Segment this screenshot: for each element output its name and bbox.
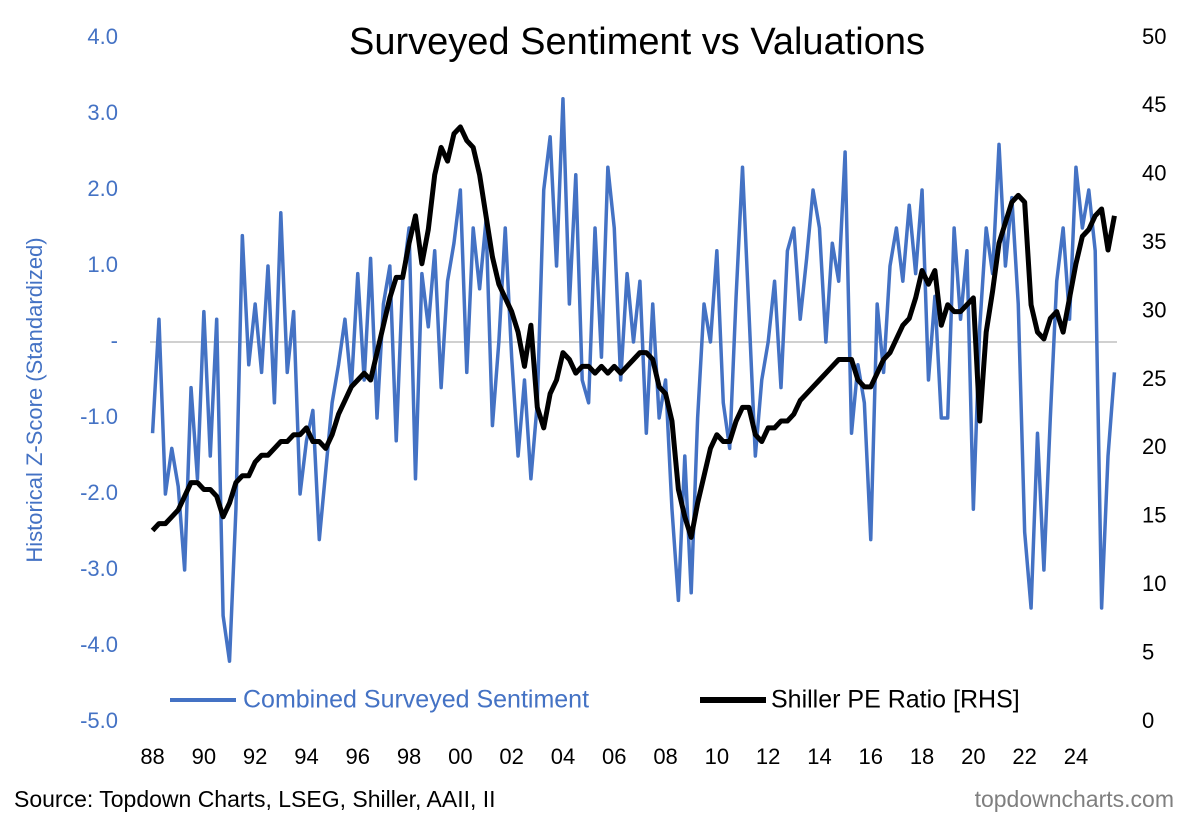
y-tick-label: -2.0 (80, 480, 118, 505)
x-tick-label: 92 (243, 744, 267, 769)
x-tick-label: 16 (859, 744, 883, 769)
x-tick-label: 18 (910, 744, 934, 769)
y2-tick-label: 5 (1142, 639, 1154, 664)
x-tick-label: 90 (192, 744, 216, 769)
y2-tick-label: 45 (1142, 92, 1166, 117)
legend-label: Shiller PE Ratio [RHS] (771, 686, 1020, 714)
x-tick-label: 06 (602, 744, 626, 769)
y2-tick-label: 0 (1142, 708, 1154, 733)
y-tick-label: 4.0 (87, 24, 118, 49)
x-tick-label: 88 (140, 744, 164, 769)
x-tick-label: 24 (1064, 744, 1088, 769)
y2-tick-label: 10 (1142, 571, 1166, 596)
y2-tick-label: 25 (1142, 366, 1166, 391)
y-tick-label: 3.0 (87, 100, 118, 125)
y2-tick-label: 15 (1142, 503, 1166, 528)
legend: Combined Surveyed Sentiment Shiller PE R… (170, 686, 1020, 714)
series-line (150, 124, 1117, 540)
credit: topdowncharts.com (975, 786, 1174, 812)
chart-title: Surveyed Sentiment vs Valuations (349, 21, 925, 63)
y-tick-label: -3.0 (80, 556, 118, 581)
y2-tick-label: 20 (1142, 434, 1166, 459)
x-tick-label: 00 (448, 744, 472, 769)
y-tick-label: - (111, 328, 118, 353)
x-tick-label: 10 (705, 744, 729, 769)
y-tick-label: -4.0 (80, 632, 118, 657)
x-tick-label: 98 (397, 744, 421, 769)
x-tick-label: 22 (1012, 744, 1036, 769)
legend-label: Combined Surveyed Sentiment (243, 686, 589, 714)
y-axis-label: Historical Z-Score (Standardized) (22, 237, 47, 562)
source-note: Source: Topdown Charts, LSEG, Shiller, A… (14, 786, 496, 812)
y2-tick-label: 35 (1142, 229, 1166, 254)
y2-tick-label: 40 (1142, 161, 1166, 186)
y-tick-label: -5.0 (80, 708, 118, 733)
x-tick-label: 08 (653, 744, 677, 769)
x-tick-label: 02 (499, 744, 523, 769)
x-tick-label: 14 (807, 744, 831, 769)
x-tick-label: 20 (961, 744, 985, 769)
x-tick-label: 94 (294, 744, 318, 769)
x-tick-label: 12 (756, 744, 780, 769)
y2-tick-label: 30 (1142, 297, 1166, 322)
y-tick-label: 1.0 (87, 252, 118, 277)
y-tick-label: 2.0 (87, 176, 118, 201)
x-tick-label: 04 (551, 744, 575, 769)
y-tick-label: -1.0 (80, 404, 118, 429)
series-line (150, 97, 1117, 663)
x-tick-label: 96 (346, 744, 370, 769)
y2-tick-label: 50 (1142, 24, 1166, 49)
